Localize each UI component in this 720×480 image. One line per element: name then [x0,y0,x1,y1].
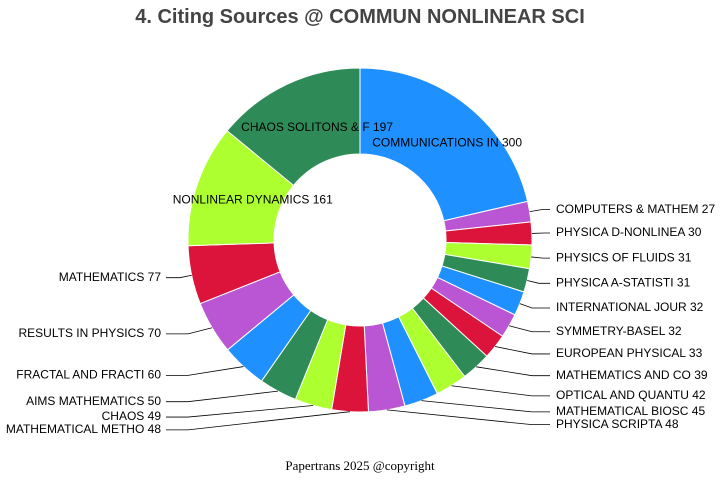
slice-chaos-solitons-f [226,67,361,187]
slice-label-fractal-and-fracti: FRACTAL AND FRACTI 60 [16,368,161,382]
slice-label-chaos: CHAOS 49 [102,409,162,423]
slice-label-mathematics: MATHEMATICS 77 [59,270,162,284]
leader-line-mathematical-metho [166,411,351,431]
footer-copyright: Papertrans 2025 @copyright [285,458,435,473]
leader-line-chaos [166,405,314,418]
slice-label-physics-of-fluids: PHYSICS OF FLUIDS 31 [556,250,692,264]
leader-line-mathematics [166,274,192,279]
leader-line-physica-a-statisti [527,280,550,284]
leader-line-fractal-and-fracti [166,366,244,376]
slice-label-results-in-physics: RESULTS IN PHYSICS 70 [19,326,162,340]
leader-line-aims-mathematics [166,390,278,403]
leader-line-european-physical [494,346,550,355]
leader-line-results-in-physics [166,327,213,335]
slice-label-mathematical-biosc: MATHEMATICAL BIOSC 45 [556,404,705,418]
slice-label-communications-in: COMMUNICATIONS IN 300 [372,135,522,149]
slice-label-aims-mathematics: AIMS MATHEMATICS 50 [26,394,161,408]
leader-line-physica-scripta [386,409,550,426]
slice-label-chaos-solitons-f: CHAOS SOLITONS & F 197 [241,120,393,134]
leader-line-mathematics-and-co [476,366,550,377]
leader-line-mathematical-biosc [421,400,550,413]
leader-line-symmetry-basel [508,325,550,333]
slice-label-physica-d-nonlinea: PHYSICA D-NONLINEA 30 [556,225,702,239]
slice-label-mathematics-and-co: MATHEMATICS AND CO 39 [556,368,708,382]
leader-line-international-jour [519,303,550,309]
slice-label-european-physical: EUROPEAN PHYSICAL 33 [556,346,703,360]
slice-label-optical-and-quantu: OPTICAL AND QUANTU 42 [556,388,706,402]
leader-line-optical-and-quantu [451,385,550,397]
slice-label-international-jour: INTERNATIONAL JOUR 32 [556,300,704,314]
slice-label-symmetry-basel: SYMMETRY-BASEL 32 [556,324,682,338]
leader-line-computers-mathem [529,209,550,213]
chart-title: 4. Citing Sources @ COMMUN NONLINEAR SCI [135,6,585,28]
slice-label-physica-a-statisti: PHYSICA A-STATISTI 31 [556,275,691,289]
slice-communications-in [359,67,529,222]
leader-line-physics-of-fluids [531,256,550,259]
slice-label-mathematical-metho: MATHEMATICAL METHO 48 [6,422,161,436]
slice-label-computers-mathem: COMPUTERS & MATHEM 27 [556,202,715,216]
slice-label-physica-scripta: PHYSICA SCRIPTA 48 [556,417,679,431]
slice-label-nonlinear-dynamics: NONLINEAR DYNAMICS 161 [173,192,333,206]
